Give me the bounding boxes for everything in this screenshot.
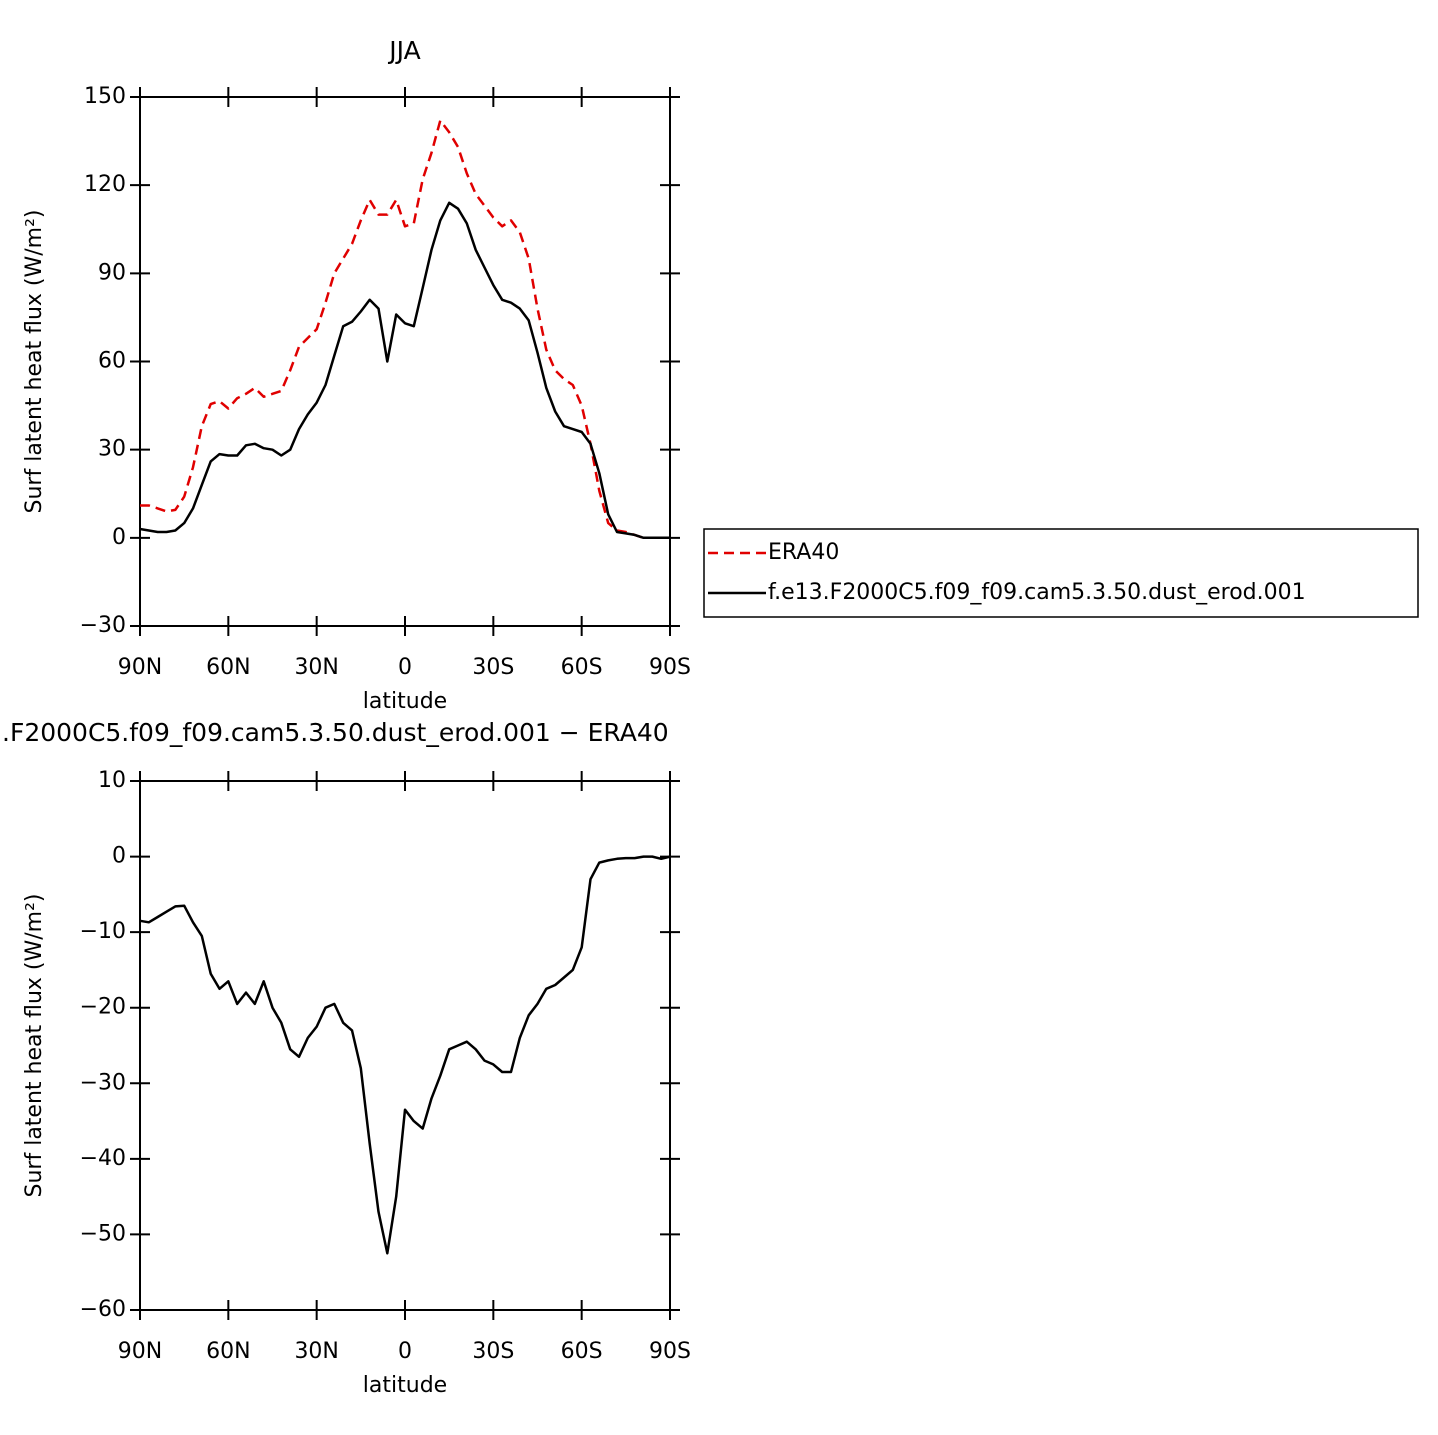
data-line [140,119,670,540]
y-tick-label: −30 [80,613,126,638]
x-tick-label: 30N [294,1339,338,1364]
y-tick-label: 60 [98,349,126,374]
x-tick-label: 0 [398,1339,412,1364]
y-tick-label: −40 [80,1146,126,1171]
y-tick-label: −20 [80,995,126,1020]
y-tick-label: 150 [84,84,126,109]
y-tick-label: 120 [84,172,126,197]
legend-label: f.e13.F2000C5.f09_f09.cam5.3.50.dust_ero… [768,580,1306,605]
data-line [139,201,670,540]
y-tick-label: −10 [80,919,126,944]
x-tick-label: 30S [472,1339,514,1364]
y-tick-label: −60 [80,1297,126,1322]
x-tick-label: 60N [206,655,250,680]
plot-frame [139,780,671,1311]
x-tick-label: 30S [472,655,514,680]
y-tick-label: 10 [98,768,126,793]
y-tick-label: −30 [80,1070,126,1095]
chart-title: JJA [387,36,420,65]
y-axis-label: Surf latent heat flux (W/m²) [22,894,47,1198]
x-tick-label: 30N [294,655,338,680]
y-tick-label: −50 [80,1221,126,1246]
y-tick-label: 0 [112,525,126,550]
x-tick-label: 90N [118,655,162,680]
legend-box [703,528,1419,618]
data-line [139,855,671,1255]
x-axis-label: latitude [363,1373,447,1398]
x-axis-label: latitude [363,689,447,714]
chart-title: .F2000C5.f09_f09.cam5.3.50.dust_erod.001… [2,718,669,747]
x-tick-label: 90S [649,655,691,680]
y-axis-label: Surf latent heat flux (W/m²) [22,210,47,514]
y-tick-label: 90 [98,260,126,285]
x-tick-label: 60S [561,655,603,680]
x-tick-label: 90N [118,1339,162,1364]
plot-frame [139,96,671,627]
y-tick-label: 30 [98,437,126,462]
y-tick-label: 0 [112,844,126,869]
x-tick-label: 60N [206,1339,250,1364]
x-tick-label: 60S [561,1339,603,1364]
x-tick-label: 90S [649,1339,691,1364]
x-tick-label: 0 [398,655,412,680]
legend-label: ERA40 [768,540,839,565]
